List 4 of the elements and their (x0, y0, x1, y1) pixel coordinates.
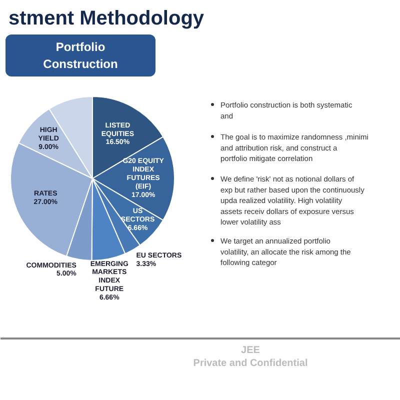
chart-title: stment Methodology (8, 8, 205, 30)
text: JEE (241, 345, 260, 356)
chart-subtitle: Portfolio Construction (43, 40, 118, 71)
text: Private and Confidential (193, 358, 308, 369)
